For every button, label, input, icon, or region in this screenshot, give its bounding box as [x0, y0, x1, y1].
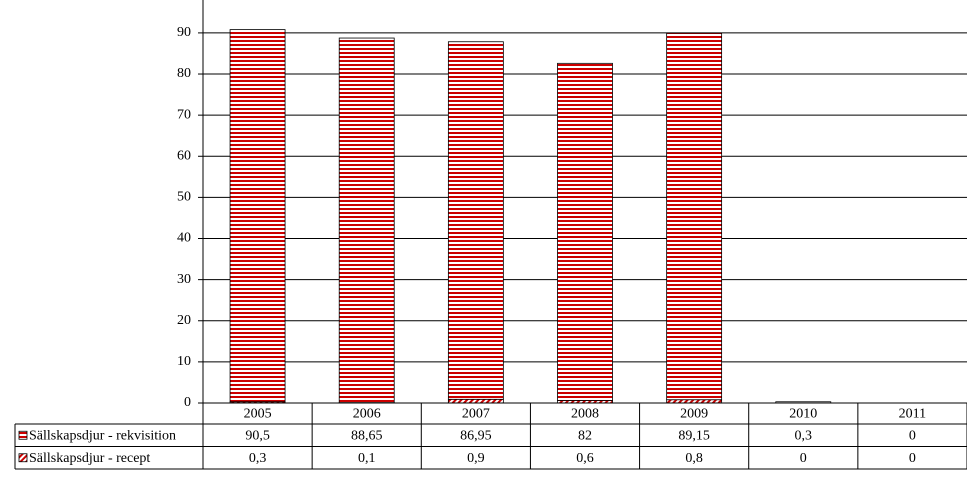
- data-label: 86,95: [460, 428, 492, 443]
- y-tick-label: 50: [177, 190, 191, 205]
- y-tick-label: 80: [177, 66, 191, 81]
- data-label: 0: [909, 451, 916, 466]
- x-tick-label: 2011: [899, 407, 926, 422]
- bar-segment: [447, 41, 504, 400]
- data-label: 82: [578, 428, 592, 443]
- y-tick-label: 30: [177, 272, 191, 287]
- bar-segment: [338, 37, 395, 403]
- y-tick-label: 70: [177, 107, 191, 122]
- data-label: 89,15: [678, 428, 710, 443]
- data-label: 0,3: [795, 428, 813, 443]
- data-label: 0,6: [576, 451, 594, 466]
- data-label: 0,1: [358, 451, 376, 466]
- y-tick-label: 60: [177, 148, 191, 163]
- bar-segment: [229, 29, 286, 403]
- y-tick-label: 10: [177, 354, 191, 369]
- y-tick-label: 0: [184, 395, 191, 410]
- y-tick-label: 20: [177, 313, 191, 328]
- x-tick-label: 2007: [462, 407, 490, 422]
- data-label: 88,65: [351, 428, 383, 443]
- bar-segment: [666, 32, 723, 401]
- x-tick-label: 2005: [244, 407, 272, 422]
- data-label: 0: [800, 451, 807, 466]
- x-tick-label: 2006: [353, 407, 381, 422]
- bar-segment: [557, 62, 613, 401]
- legend-swatch: [18, 430, 28, 440]
- x-tick-label: 2009: [680, 407, 708, 422]
- legend-label: Sällskapsdjur - recept: [29, 451, 150, 466]
- data-label: 0: [909, 428, 916, 443]
- legend-label: Sällskapsdjur - rekvisition: [29, 428, 176, 443]
- y-tick-label: 40: [177, 231, 191, 246]
- y-tick-label: 90: [177, 25, 191, 40]
- x-tick-label: 2008: [571, 407, 599, 422]
- data-label: 0,3: [249, 451, 267, 466]
- x-tick-label: 2010: [789, 407, 817, 422]
- legend-swatch: [18, 453, 28, 463]
- data-label: 0,9: [467, 451, 485, 466]
- data-label: 90,5: [245, 428, 270, 443]
- bar-segment: [447, 398, 504, 404]
- data-label: 0,8: [685, 451, 703, 466]
